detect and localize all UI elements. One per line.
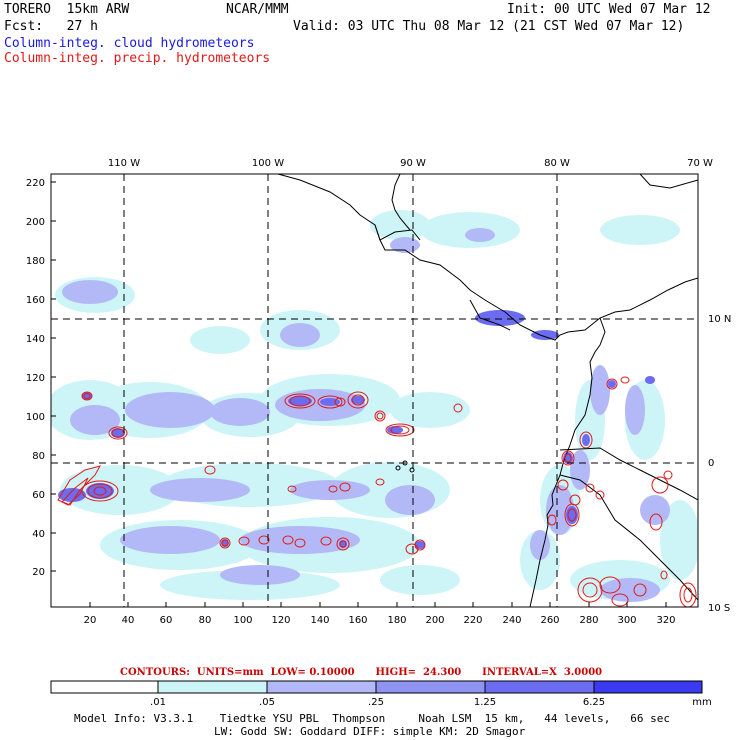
x-tick: 80: [199, 615, 212, 626]
valid-time: Valid: 03 UTC Thu 08 Mar 12 (21 CST Wed …: [293, 19, 685, 34]
y-tick: 200: [26, 217, 45, 228]
x-tick: 220: [463, 615, 482, 626]
colorbar-bin: [266, 680, 377, 694]
x-tick: 120: [271, 615, 290, 626]
x-tick: 320: [656, 615, 675, 626]
colorbar-bin: [50, 680, 159, 694]
field-precip-label: Column-integ. precip. hydrometeors: [4, 51, 271, 66]
field-cloud-label: Column-integ. cloud hydrometeors: [4, 36, 255, 51]
x-tick: 260: [540, 615, 559, 626]
lon-label-70w: 70 W: [687, 158, 713, 169]
colorbar-label: .25: [368, 697, 384, 708]
graticule: [51, 174, 698, 607]
lon-label-110w: 110 W: [108, 158, 140, 169]
x-tick: 240: [502, 615, 521, 626]
cloud-shading: [51, 210, 698, 602]
lat-label-10n: 10 N: [708, 314, 731, 325]
model-info-line2: LW: Godd SW: Goddard DIFF: simple KM: 2D…: [214, 725, 526, 738]
lon-label-90w: 90 W: [400, 158, 426, 169]
lat-label-10s: 10 S: [708, 603, 730, 614]
model-title: TORERO 15km ARW: [4, 2, 130, 17]
x-tick: 160: [348, 615, 367, 626]
coastlines: [277, 174, 698, 607]
colorbar-label: .05: [259, 697, 275, 708]
model-info-line1: Model Info: V3.3.1 Tiedtke YSU PBL Thomp…: [74, 712, 671, 725]
x-tick: 60: [160, 615, 173, 626]
colorbar-unit: mm: [692, 697, 711, 708]
y-tick: 140: [26, 334, 45, 345]
colorbar-bin: [593, 680, 703, 694]
y-tick: 60: [32, 490, 45, 501]
contour-info: CONTOURS: UNITS=mm LOW= 0.10000 HIGH= 24…: [120, 667, 603, 678]
forecast-hour: Fcst: 27 h: [4, 19, 98, 34]
x-tick: 100: [233, 615, 252, 626]
x-tick: 180: [387, 615, 406, 626]
longitude-labels: 110 W 100 W 90 W 80 W 70 W: [108, 158, 713, 169]
y-tick: 20: [32, 567, 45, 578]
x-grid-ticks: 20 40 60 80 100 120 140 160 180 200 220 …: [84, 615, 676, 626]
colorbar-bin: [484, 680, 595, 694]
y-tick: 100: [26, 412, 45, 423]
x-tick: 200: [425, 615, 444, 626]
y-tick: 40: [32, 529, 45, 540]
x-tick-marks: [89, 602, 667, 607]
center-name: NCAR/MMM: [226, 2, 289, 17]
precip-contours: [57, 376, 697, 608]
y-grid-ticks: 20 40 60 80 100 120 140 160 180 200 220: [26, 178, 45, 578]
x-tick: 280: [579, 615, 598, 626]
colorbar-labels: .01 .05 .25 1.25 6.25 mm: [150, 697, 712, 708]
y-tick: 80: [32, 451, 45, 462]
lon-label-100w: 100 W: [252, 158, 284, 169]
colorbar-label: 6.25: [583, 697, 605, 708]
x-tick: 140: [310, 615, 329, 626]
x-tick: 20: [84, 615, 97, 626]
init-time: Init: 00 UTC Wed 07 Mar 12: [507, 2, 711, 17]
y-tick-marks: [51, 181, 56, 572]
y-tick: 220: [26, 178, 45, 189]
latitude-labels: 10 N 0 10 S: [708, 314, 731, 614]
colorbar-label: .01: [150, 697, 166, 708]
colorbar-bin: [157, 680, 268, 694]
lon-label-80w: 80 W: [544, 158, 570, 169]
colorbar-label: 1.25: [474, 697, 496, 708]
x-tick: 40: [122, 615, 135, 626]
colorbar-bin: [375, 680, 486, 694]
map-frame: [50, 173, 699, 608]
y-tick: 160: [26, 295, 45, 306]
y-tick: 120: [26, 373, 45, 384]
x-tick: 300: [617, 615, 636, 626]
y-tick: 180: [26, 256, 45, 267]
colorbar: [50, 680, 703, 694]
lat-label-0: 0: [708, 458, 714, 469]
